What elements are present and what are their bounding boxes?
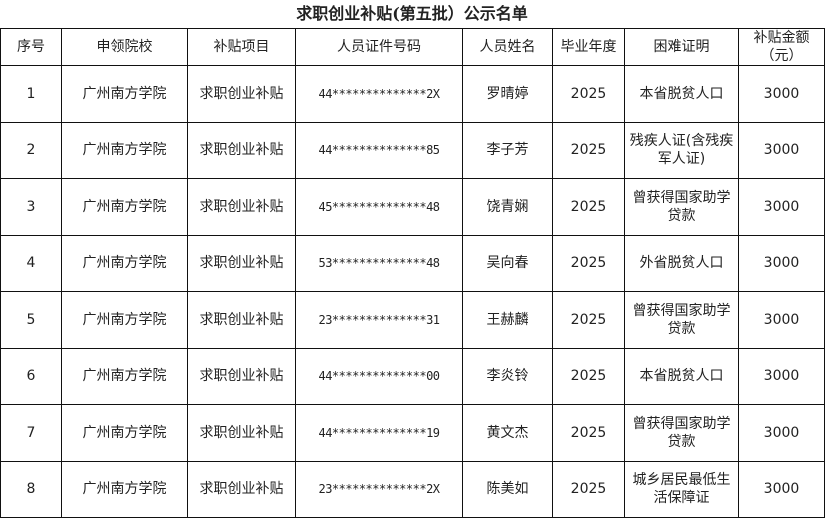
table-row: 4 广州南方学院 求职创业补贴 53**************48 吴向春 2025 外省… (0, 234, 825, 292)
header-amount: 补贴金额（元） (738, 28, 825, 66)
cell-school: 广州南方学院 (61, 347, 188, 405)
cell-index: 1 (0, 65, 62, 123)
header-school: 申领院校 (61, 28, 188, 66)
cell-school: 广州南方学院 (61, 65, 188, 123)
table-row: 5 广州南方学院 求职创业补贴 23**************31 王赫麟 2025 曾获… (0, 291, 825, 349)
header-index: 序号 (0, 28, 62, 66)
cell-subsidy-item: 求职创业补贴 (187, 460, 296, 518)
cell-index: 5 (0, 291, 62, 349)
cell-id-number: 44**************00 (295, 347, 463, 405)
cell-name: 王赫麟 (462, 291, 553, 349)
cell-graduation-year: 2025 (552, 291, 625, 349)
cell-index: 7 (0, 404, 62, 462)
cell-school: 广州南方学院 (61, 178, 188, 236)
cell-subsidy-item: 求职创业补贴 (187, 234, 296, 292)
cell-id-number: 53**************48 (295, 234, 463, 292)
cell-hardship-proof: 本省脱贫人口 (624, 347, 739, 405)
cell-graduation-year: 2025 (552, 460, 625, 518)
cell-name: 李炎铃 (462, 347, 553, 405)
cell-index: 8 (0, 460, 62, 518)
cell-name: 黄文杰 (462, 404, 553, 462)
cell-subsidy-item: 求职创业补贴 (187, 65, 296, 123)
cell-hardship-proof: 本省脱贫人口 (624, 65, 739, 123)
table-row: 1 广州南方学院 求职创业补贴 44**************2X 罗晴婷 2025 本省… (0, 65, 825, 123)
cell-amount: 3000 (738, 65, 825, 123)
table-row: 6 广州南方学院 求职创业补贴 44**************00 李炎铃 2025 本省… (0, 347, 825, 405)
cell-subsidy-item: 求职创业补贴 (187, 178, 296, 236)
cell-name: 罗晴婷 (462, 65, 553, 123)
cell-name: 李子芳 (462, 121, 553, 179)
cell-id-number: 44**************2X (295, 65, 463, 123)
cell-index: 2 (0, 121, 62, 179)
cell-hardship-proof: 曾获得国家助学贷款 (624, 178, 739, 236)
cell-graduation-year: 2025 (552, 121, 625, 179)
cell-hardship-proof: 残疾人证(含残疾军人证) (624, 121, 739, 179)
header-id-number: 人员证件号码 (295, 28, 463, 66)
cell-amount: 3000 (738, 291, 825, 349)
cell-hardship-proof: 曾获得国家助学贷款 (624, 404, 739, 462)
cell-amount: 3000 (738, 121, 825, 179)
cell-index: 4 (0, 234, 62, 292)
cell-id-number: 23**************2X (295, 460, 463, 518)
cell-school: 广州南方学院 (61, 234, 188, 292)
cell-school: 广州南方学院 (61, 121, 188, 179)
table-row: 8 广州南方学院 求职创业补贴 23**************2X 陈美如 2025 城乡… (0, 460, 825, 518)
cell-hardship-proof: 城乡居民最低生活保障证 (624, 460, 739, 518)
cell-id-number: 45**************48 (295, 178, 463, 236)
cell-index: 6 (0, 347, 62, 405)
cell-school: 广州南方学院 (61, 460, 188, 518)
cell-name: 饶青娴 (462, 178, 553, 236)
header-graduation-year: 毕业年度 (552, 28, 625, 66)
cell-amount: 3000 (738, 404, 825, 462)
cell-subsidy-item: 求职创业补贴 (187, 121, 296, 179)
header-name: 人员姓名 (462, 28, 553, 66)
header-subsidy-item: 补贴项目 (187, 28, 296, 66)
page-title: 求职创业补贴(第五批）公示名单 (296, 4, 528, 23)
cell-id-number: 44**************85 (295, 121, 463, 179)
cell-graduation-year: 2025 (552, 178, 625, 236)
cell-hardship-proof: 外省脱贫人口 (624, 234, 739, 292)
header-hardship-proof: 困难证明 (624, 28, 739, 66)
cell-hardship-proof: 曾获得国家助学贷款 (624, 291, 739, 349)
cell-amount: 3000 (738, 347, 825, 405)
table-row: 7 广州南方学院 求职创业补贴 44**************19 黄文杰 2025 曾获… (0, 404, 825, 462)
cell-subsidy-item: 求职创业补贴 (187, 347, 296, 405)
cell-amount: 3000 (738, 178, 825, 236)
subsidy-table: 序号 申领院校 补贴项目 人员证件号码 人员姓名 毕业年度 困难证明 补贴金额（元） 1 广州南… (0, 28, 825, 518)
cell-id-number: 23**************31 (295, 291, 463, 349)
cell-amount: 3000 (738, 460, 825, 518)
cell-index: 3 (0, 178, 62, 236)
cell-amount: 3000 (738, 234, 825, 292)
table-row: 2 广州南方学院 求职创业补贴 44**************85 李子芳 2025 残疾… (0, 121, 825, 179)
cell-subsidy-item: 求职创业补贴 (187, 291, 296, 349)
cell-graduation-year: 2025 (552, 347, 625, 405)
cell-name: 吴向春 (462, 234, 553, 292)
cell-school: 广州南方学院 (61, 291, 188, 349)
table-row: 3 广州南方学院 求职创业补贴 45**************48 饶青娴 2025 曾获… (0, 178, 825, 236)
cell-graduation-year: 2025 (552, 404, 625, 462)
cell-school: 广州南方学院 (61, 404, 188, 462)
cell-graduation-year: 2025 (552, 65, 625, 123)
cell-id-number: 44**************19 (295, 404, 463, 462)
cell-subsidy-item: 求职创业补贴 (187, 404, 296, 462)
cell-name: 陈美如 (462, 460, 553, 518)
cell-graduation-year: 2025 (552, 234, 625, 292)
